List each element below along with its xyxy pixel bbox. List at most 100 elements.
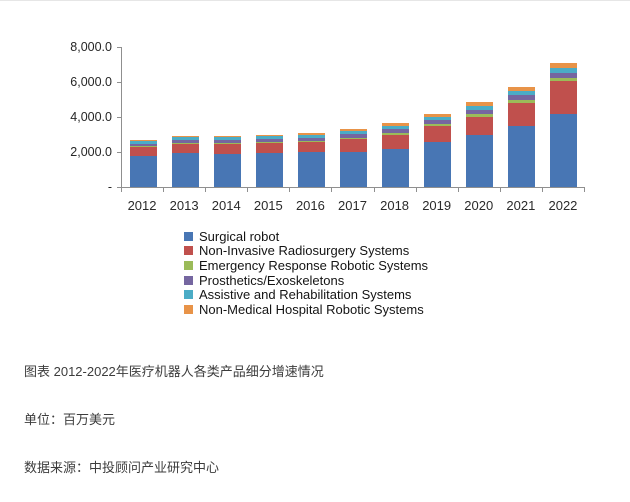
bar-segment <box>255 139 283 143</box>
legend-swatch-icon <box>184 275 193 285</box>
legend-label: Emergency Response Robotic Systems <box>199 257 429 273</box>
bar-segment <box>550 73 578 78</box>
x-axis-tick-mark <box>500 188 501 192</box>
legend-swatch-icon <box>184 231 193 241</box>
stacked-bar-2013 <box>171 47 199 187</box>
x-axis-tick-label: 2022 <box>548 198 578 213</box>
bar-segment <box>297 152 325 187</box>
stacked-bar-2014 <box>213 47 241 187</box>
legend-swatch-icon <box>184 304 193 314</box>
bar-segment <box>255 143 283 153</box>
bar-segment <box>297 140 325 143</box>
bar-segment <box>297 132 325 135</box>
bar-segment <box>466 116 494 136</box>
stacked-bar-2019 <box>424 47 452 187</box>
data-source-note: 数据来源：中投顾问产业研究中心 <box>24 460 220 475</box>
x-axis-tick-label: 2021 <box>506 198 536 213</box>
bar-segment <box>297 137 325 141</box>
bar-segment <box>297 134 325 138</box>
x-axis-tick-label: 2012 <box>127 198 157 213</box>
legend-row: Non-Invasive Radiosurgery Systems <box>184 244 428 259</box>
bar-segment <box>171 143 199 153</box>
y-axis-tick-label: 2,000.0 <box>70 145 112 159</box>
legend-row: Emergency Response Robotic Systems <box>184 258 428 273</box>
bar-segment <box>340 151 367 187</box>
bar-segment <box>129 141 157 144</box>
y-axis-tick-label: 6,000.0 <box>70 75 112 89</box>
x-axis-tick-label: 2014 <box>211 198 241 213</box>
legend-label: Non-Medical Hospital Robotic Systems <box>199 301 424 317</box>
bar-segment <box>508 86 536 91</box>
bar-segment <box>466 110 494 115</box>
bar-segment <box>213 153 241 187</box>
x-axis-tick-mark <box>416 188 417 192</box>
bar-segment <box>255 142 283 144</box>
legend-swatch-icon <box>184 246 193 256</box>
y-axis-tick-mark <box>117 187 121 188</box>
bar-segment <box>129 140 157 142</box>
bar-segment <box>255 134 283 137</box>
bar-segment <box>297 142 325 152</box>
bar-segment <box>466 102 494 106</box>
x-axis-tick-mark <box>331 188 332 192</box>
bar-segment <box>382 122 410 126</box>
stacked-bar-2020 <box>466 47 494 187</box>
y-axis-tick-mark <box>117 152 121 153</box>
x-axis-tick-mark <box>247 188 248 192</box>
bar-segment <box>550 81 578 114</box>
legend-label: Assistive and Rehabilitation Systems <box>199 287 412 303</box>
chart-legend: Surgical robot Non-Invasive Radiosurgery … <box>184 229 428 317</box>
bar-segment <box>424 116 452 121</box>
bar-segment <box>129 146 157 148</box>
stacked-bar-2018 <box>382 47 410 187</box>
x-axis-tick-mark <box>205 188 206 192</box>
bar-segment <box>466 105 494 110</box>
y-axis-tick-mark <box>117 82 121 83</box>
bar-segment <box>424 141 452 187</box>
x-axis-tick-label: 2017 <box>338 198 367 213</box>
bar-segment <box>382 129 410 133</box>
legend-swatch-icon <box>184 290 193 300</box>
bar-segment <box>171 139 199 143</box>
bar-segment <box>382 134 410 149</box>
bar-segment <box>255 136 283 140</box>
legend-row: Surgical robot <box>184 229 428 244</box>
bar-segment <box>129 156 157 187</box>
bar-segment <box>340 128 367 132</box>
legend-label: Non-Invasive Radiosurgery Systems <box>199 243 410 259</box>
bar-segment <box>382 125 410 130</box>
bar-segment <box>213 137 241 140</box>
bar-segment <box>340 137 367 140</box>
x-axis-tick-mark <box>584 188 585 192</box>
bar-segment <box>466 135 494 187</box>
legend-label: Surgical robot <box>199 228 280 244</box>
bar-segment <box>508 90 536 96</box>
legend-row: Assistive and Rehabilitation Systems <box>184 287 428 302</box>
x-axis-tick-mark <box>163 188 164 192</box>
bar-segment <box>424 120 452 125</box>
y-axis-tick-mark <box>117 117 121 118</box>
bar-segment <box>171 152 199 187</box>
x-axis-tick-mark <box>542 188 543 192</box>
legend-label: Prosthetics/Exoskeletons <box>199 272 345 288</box>
bar-segment <box>508 102 536 126</box>
x-axis-tick-label: 2019 <box>422 198 452 213</box>
bar-segment <box>508 125 536 187</box>
bar-segment <box>550 113 578 187</box>
bar-segment <box>550 63 578 69</box>
y-axis-tick-label: 8,000.0 <box>70 40 112 54</box>
bar-segment <box>424 126 452 142</box>
x-axis-tick-mark <box>289 188 290 192</box>
bar-segment <box>424 113 452 117</box>
top-divider <box>0 0 630 1</box>
figure-title: 图表 2012-2022年医疗机器人各类产品细分增速情况 <box>24 364 324 379</box>
y-axis-tick-label: - <box>107 180 112 194</box>
stacked-bar-2021 <box>508 47 536 187</box>
bar-segment <box>129 147 157 157</box>
stacked-bar-2016 <box>297 47 325 187</box>
bar-segment <box>508 95 536 100</box>
stacked-bar-2012 <box>129 47 157 187</box>
x-axis-tick-label: 2016 <box>295 198 325 213</box>
bar-segment <box>508 99 536 103</box>
